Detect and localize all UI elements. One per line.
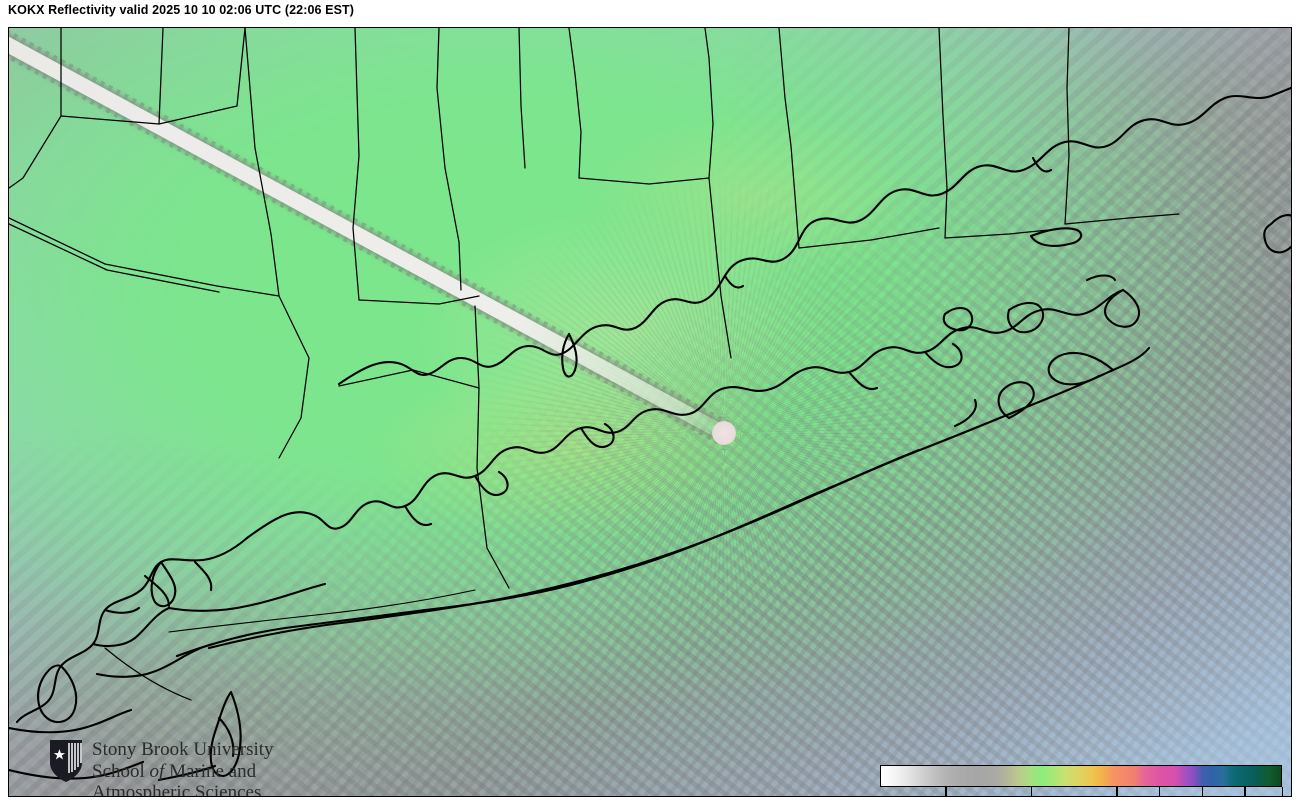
colorbar-tick [1116, 787, 1118, 796]
radar-map-panel[interactable]: Stony Brook University School of Marine … [8, 27, 1292, 797]
colorbar-tick [1201, 787, 1203, 796]
colorbar-tick [1244, 787, 1246, 796]
colorbar-tick-label: 80 [1274, 796, 1291, 797]
colorbar-tick [1030, 787, 1033, 796]
colorbar-tick [1282, 787, 1284, 796]
colorbar-gradient [880, 765, 1282, 787]
logo-text: Stony Brook University School of Marine … [92, 739, 274, 797]
colorbar-tick-label: 50 [1151, 796, 1168, 797]
colorbar-tick-label: 0 [941, 796, 949, 797]
colorbar-tick-label: 20 [1022, 796, 1039, 797]
stony-brook-logo: Stony Brook University School of Marine … [49, 739, 274, 797]
colorbar-tick [945, 787, 947, 796]
colorbar-tick [1158, 787, 1161, 796]
logo-line-2-italic: of [149, 760, 165, 782]
logo-line-2-pre: School [92, 760, 150, 782]
colorbar-ticks [880, 787, 1284, 796]
logo-line-3: Atmospheric Sciences [92, 782, 262, 797]
stony-brook-shield-icon [50, 740, 82, 782]
radar-site-marker [712, 420, 737, 445]
colorbar-tick-label: 70 [1236, 796, 1253, 797]
logo-line-2-post: Marine and [164, 760, 257, 782]
colorbar-tick-label: 60 [1193, 796, 1210, 797]
colorbar-tick-label: 40 [1108, 796, 1125, 797]
page-title: KOKX Reflectivity valid 2025 10 10 02:06… [8, 3, 355, 17]
logo-line-1: Stony Brook University [92, 739, 274, 760]
logo-line-2: School of Marine and [92, 761, 274, 783]
reflectivity-colorbar[interactable]: 0204050607080 [880, 765, 1284, 797]
